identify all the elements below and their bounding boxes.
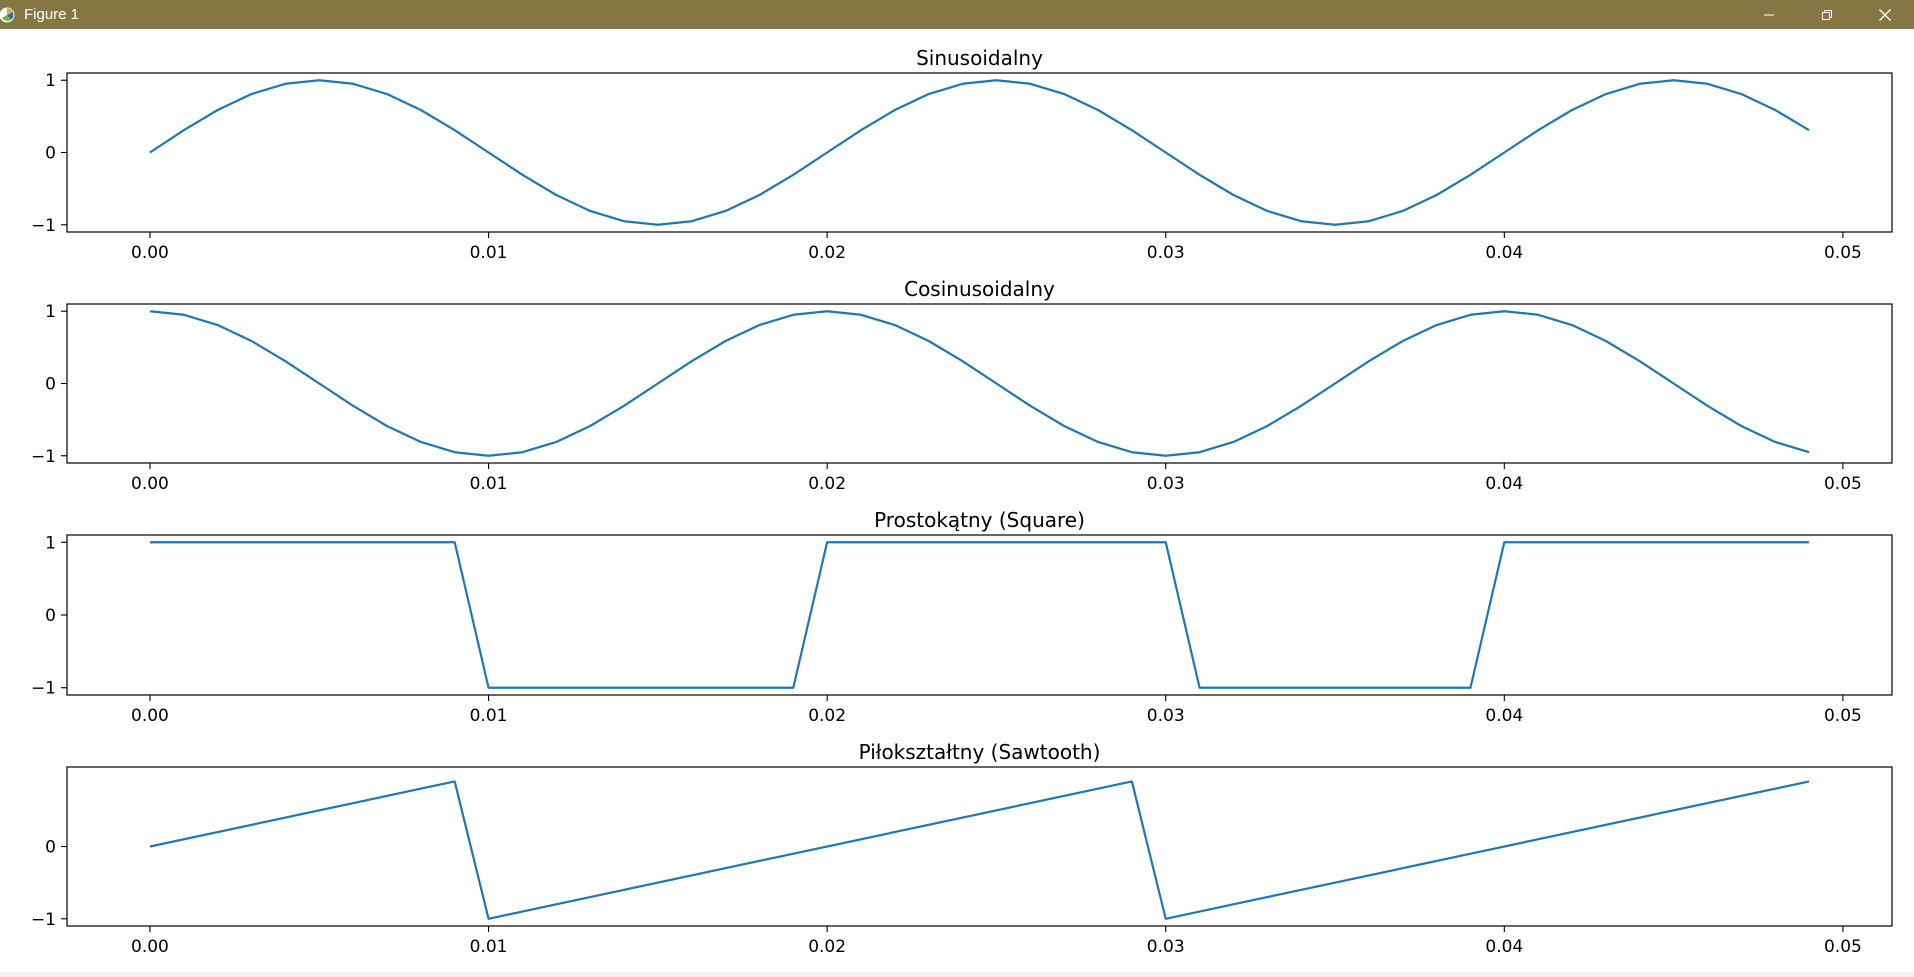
y-tick-label: −1 (31, 447, 56, 467)
minimize-button[interactable] (1740, 0, 1798, 29)
window-title: Figure 1 (24, 6, 80, 23)
x-tick-label: 0.02 (808, 937, 846, 957)
window-titlebar: Figure 1 (0, 0, 1914, 29)
series-line (149, 780, 1810, 920)
x-tick-label: 0.04 (1485, 706, 1523, 726)
subplot-2: Cosinusoidalny 0.00 0.01 0.02 0.03 0.04 0.05 1 0… (31, 277, 1893, 494)
x-tick-label: 0.03 (1147, 937, 1185, 957)
x-tick-label: 0.01 (470, 474, 508, 494)
x-tick-label: 0.05 (1824, 706, 1862, 726)
x-tick-label: 0.00 (131, 937, 169, 957)
series-line (149, 310, 1810, 457)
window-controls (1740, 0, 1914, 29)
subplot-4: Piłokształtny (Sawtooth) 0.00 0.01 0.02 0.03… (31, 740, 1893, 957)
y-tick-label: −1 (31, 679, 56, 699)
x-tick-label: 0.04 (1485, 937, 1523, 957)
restore-icon (1822, 9, 1832, 20)
axes-frame (66, 534, 1893, 696)
x-tick-label: 0.03 (1147, 474, 1185, 494)
y-tick-label: 1 (45, 533, 56, 553)
x-tick-label: 0.04 (1485, 243, 1523, 263)
x-tick-label: 0.05 (1824, 243, 1862, 263)
y-tick-label: −1 (31, 216, 56, 236)
y-tick-label: −1 (31, 910, 56, 930)
y-tick-label: 0 (45, 375, 56, 395)
x-tick-label: 0.04 (1485, 474, 1523, 494)
close-button[interactable] (1856, 0, 1914, 29)
subplot-1: Sinusoidalny 0.00 0.01 0.02 0.03 0.04 0.05 1 0 −1 (31, 46, 1893, 263)
x-tick-label: 0.01 (470, 937, 508, 957)
x-tick-label: 0.00 (131, 474, 169, 494)
x-tick-label: 0.01 (470, 243, 508, 263)
x-tick-label: 0.02 (808, 243, 846, 263)
y-tick-label: 1 (45, 71, 56, 91)
axes-frame (66, 303, 1893, 464)
bottom-strip (0, 972, 1914, 977)
restore-button[interactable] (1798, 0, 1856, 29)
series-line (149, 541, 1810, 689)
axes-frame (66, 766, 1893, 927)
figure-svg: Sinusoidalny 0.00 0.01 0.02 0.03 0.04 0.05 1 0 −1… (31, 46, 1893, 957)
x-tick-label: 0.01 (470, 706, 508, 726)
x-tick-label: 0.02 (808, 474, 846, 494)
subplot-title: Cosinusoidalny (904, 277, 1055, 301)
x-tick-label: 0.00 (131, 243, 169, 263)
x-tick-label: 0.03 (1147, 706, 1185, 726)
y-tick-label: 0 (45, 144, 56, 164)
y-tick-label: 0 (45, 606, 56, 626)
series-line (149, 79, 1810, 226)
subplot-title: Piłokształtny (Sawtooth) (859, 740, 1101, 764)
subplot-3: Prostokątny (Square) 0.00 0.01 0.02 0.03 0.04… (31, 508, 1893, 726)
x-tick-label: 0.03 (1147, 243, 1185, 263)
subplot-title: Prostokątny (Square) (874, 508, 1085, 532)
x-tick-label: 0.05 (1824, 474, 1862, 494)
close-icon (1879, 8, 1891, 21)
y-tick-label: 0 (45, 838, 56, 858)
y-tick-label: 1 (45, 302, 56, 322)
x-tick-label: 0.00 (131, 706, 169, 726)
axes-frame (66, 72, 1893, 233)
x-tick-label: 0.05 (1824, 937, 1862, 957)
figure-canvas: Sinusoidalny 0.00 0.01 0.02 0.03 0.04 0.05 1 0 −1… (0, 29, 1914, 973)
x-tick-label: 0.02 (808, 706, 846, 726)
minimize-icon (1764, 14, 1774, 15)
subplot-title: Sinusoidalny (916, 46, 1043, 70)
matplotlib-logo-icon (0, 6, 18, 24)
